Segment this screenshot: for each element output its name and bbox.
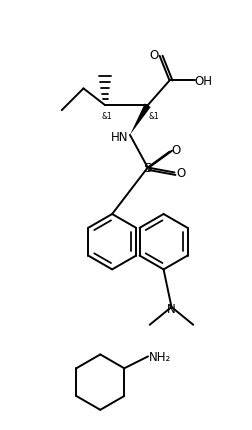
Text: N: N: [167, 303, 176, 316]
Text: &1: &1: [148, 111, 159, 120]
Text: NH₂: NH₂: [149, 350, 171, 363]
Polygon shape: [130, 104, 151, 135]
Text: HN: HN: [111, 131, 129, 144]
Text: O: O: [172, 144, 181, 157]
Text: S: S: [144, 162, 152, 175]
Text: &1: &1: [102, 111, 113, 120]
Text: O: O: [149, 49, 158, 62]
Text: O: O: [177, 166, 186, 180]
Text: OH: OH: [194, 75, 212, 88]
